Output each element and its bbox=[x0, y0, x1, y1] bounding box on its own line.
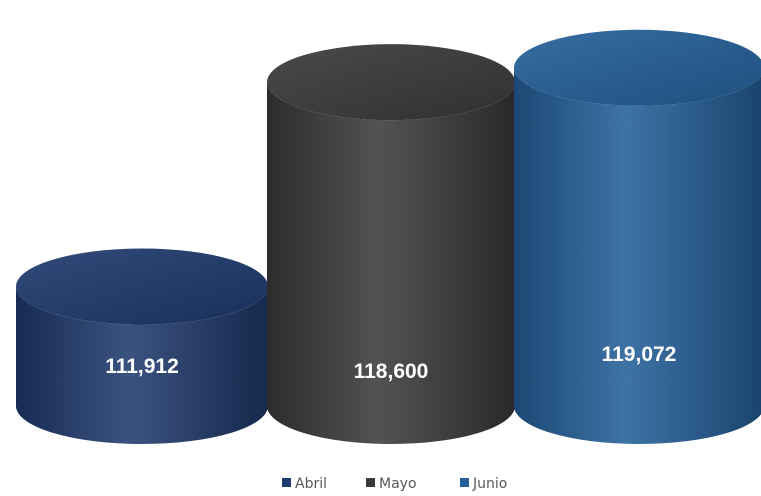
legend-item-mayo: Mayo bbox=[366, 476, 417, 492]
legend-item-abril: Abril bbox=[282, 476, 327, 492]
bar-abril: 111,912 bbox=[16, 248, 268, 444]
bar-junio: 119,072 bbox=[514, 29, 761, 444]
legend-item-junio: Junio bbox=[460, 476, 507, 492]
legend-swatch-abril bbox=[282, 478, 291, 487]
data-label-abril: 111,912 bbox=[105, 355, 179, 378]
data-label-junio: 119,072 bbox=[602, 343, 677, 366]
bars-layer: 111,912 118,600 119,072 bbox=[16, 29, 761, 445]
bar-top-mayo bbox=[267, 44, 515, 121]
legend-label-abril: Abril bbox=[295, 476, 327, 492]
bar-mayo: 118,600 bbox=[267, 44, 515, 445]
bar-body-junio bbox=[514, 67, 761, 444]
legend-label-junio: Junio bbox=[472, 476, 507, 492]
legend-label-mayo: Mayo bbox=[379, 476, 417, 492]
bar-body-mayo bbox=[267, 82, 515, 445]
legend-swatch-junio bbox=[460, 478, 469, 487]
bar-top-junio bbox=[514, 29, 761, 106]
legend-swatch-mayo bbox=[366, 478, 375, 487]
legend: Abril Mayo Junio bbox=[282, 476, 507, 492]
data-label-mayo: 118,600 bbox=[354, 360, 429, 383]
bar-top-abril bbox=[16, 248, 268, 325]
bar-body-abril bbox=[16, 286, 268, 444]
